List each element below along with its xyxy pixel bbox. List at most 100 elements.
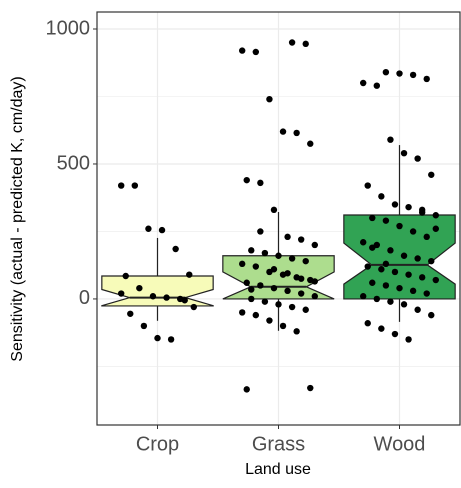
point [311, 241, 318, 249]
point [311, 293, 318, 300]
point [409, 287, 417, 295]
point [391, 268, 399, 276]
point [396, 70, 403, 77]
point [405, 203, 412, 211]
point [391, 201, 399, 208]
point [378, 325, 385, 332]
point [145, 225, 152, 232]
point [284, 270, 291, 277]
point [118, 290, 125, 297]
point [257, 282, 264, 289]
point [418, 206, 426, 214]
point [396, 284, 403, 292]
y-tick-label: 1000 [46, 17, 91, 39]
x-tick-label: Wood [374, 433, 426, 455]
point [248, 286, 255, 293]
point [239, 260, 246, 268]
point [302, 40, 309, 48]
point [243, 279, 250, 286]
point [409, 228, 417, 235]
y-tick-label: 500 [57, 152, 90, 174]
point [297, 236, 305, 243]
point [288, 255, 296, 262]
point [307, 140, 314, 147]
point [382, 217, 390, 224]
point [432, 225, 439, 232]
point [118, 182, 125, 189]
point [311, 278, 318, 285]
point [252, 263, 260, 270]
point [405, 271, 412, 278]
point [391, 330, 399, 338]
point [428, 311, 435, 319]
point [252, 48, 260, 56]
point [382, 68, 390, 76]
point [428, 257, 435, 265]
point [275, 301, 282, 308]
x-tick-label: Crop [136, 433, 179, 455]
point [154, 334, 161, 342]
point [239, 309, 246, 316]
point [257, 179, 264, 187]
point [284, 287, 291, 295]
point [284, 233, 291, 241]
point [364, 182, 371, 189]
point [270, 266, 278, 273]
point [369, 244, 376, 251]
point [360, 293, 367, 300]
point [414, 306, 421, 313]
point [243, 176, 250, 184]
x-axis-title: Land use [245, 461, 311, 478]
point [409, 71, 417, 79]
point [373, 82, 381, 89]
point [293, 328, 300, 335]
point [163, 294, 170, 301]
point [248, 247, 255, 254]
point [369, 279, 376, 286]
point [400, 252, 408, 259]
point [149, 293, 157, 300]
panel-border [96, 11, 461, 426]
point [418, 274, 426, 281]
point [378, 193, 385, 200]
point [261, 249, 269, 257]
point [266, 317, 273, 324]
point [414, 255, 421, 262]
point [172, 245, 179, 253]
y-axis-title: Sensitivity (actual - predicted K, cm/da… [9, 76, 26, 361]
point [432, 276, 439, 284]
point [270, 284, 278, 292]
point [248, 295, 255, 303]
point [378, 266, 385, 273]
point [302, 306, 309, 313]
point [400, 301, 408, 308]
point [297, 290, 305, 297]
point [136, 284, 143, 292]
point [186, 271, 193, 278]
y-tick-label: 0 [79, 287, 90, 309]
point [257, 228, 264, 235]
point [387, 136, 394, 143]
point [270, 206, 278, 214]
point [423, 233, 430, 241]
point [158, 226, 166, 234]
point [382, 282, 390, 289]
point [428, 171, 435, 178]
point [423, 290, 430, 297]
point [373, 295, 381, 303]
point [261, 298, 269, 305]
point [364, 263, 371, 270]
point [288, 303, 296, 311]
point [243, 386, 250, 393]
point [293, 129, 300, 137]
point [275, 252, 282, 259]
point [396, 222, 403, 230]
point [279, 128, 287, 135]
point [382, 260, 390, 268]
point [360, 239, 367, 246]
point [131, 182, 139, 189]
point [127, 310, 134, 317]
point [400, 149, 408, 157]
point [140, 322, 148, 330]
